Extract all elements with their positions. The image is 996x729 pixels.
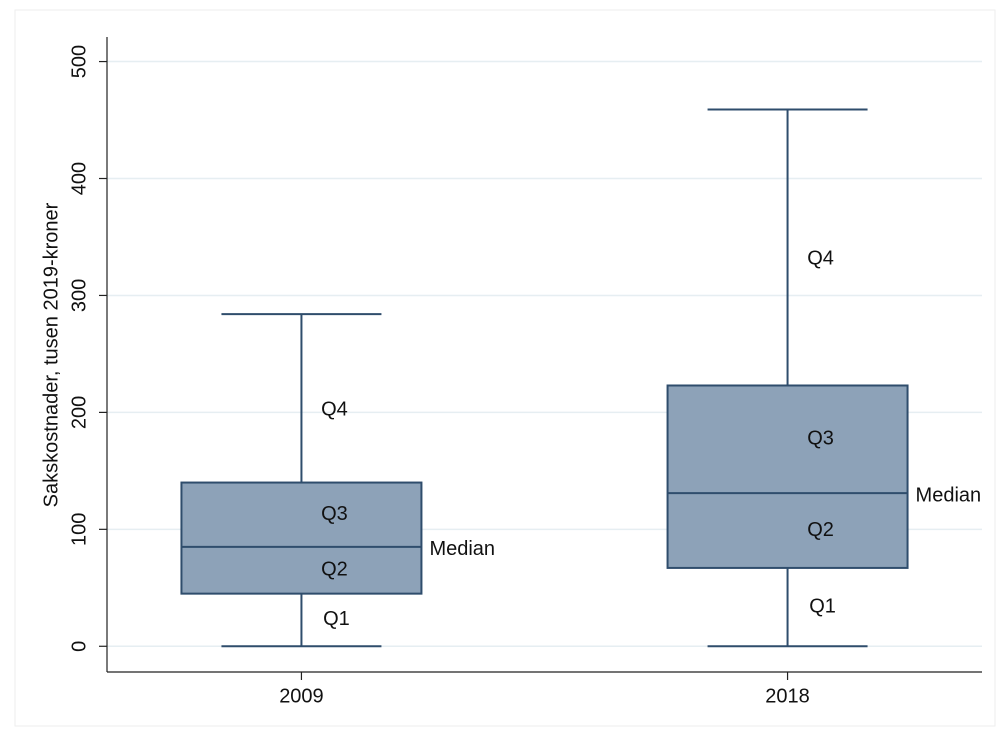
annotation: Median	[916, 484, 982, 506]
box	[180, 481, 423, 595]
annotation: Q3	[807, 428, 834, 450]
annotation: Q4	[321, 398, 348, 420]
y-tick-label: 500	[68, 45, 90, 78]
annotation: Q1	[809, 595, 836, 617]
y-tick-label: 0	[68, 641, 90, 652]
y-tick-label: 400	[68, 162, 90, 195]
box	[666, 384, 909, 569]
annotation: Median	[429, 538, 495, 560]
annotation: Q4	[807, 247, 834, 269]
annotation: Q2	[321, 559, 348, 581]
x-tick-label: 2009	[279, 685, 324, 707]
y-tick-label: 200	[68, 396, 90, 429]
y-tick-label: 100	[68, 513, 90, 546]
chart-frame	[14, 9, 996, 727]
annotation: Q3	[321, 503, 348, 525]
y-tick-label: 300	[68, 279, 90, 312]
y-axis-label: Sakskostnader, tusen 2019-kroner	[40, 202, 62, 507]
annotation: Q1	[323, 608, 350, 630]
annotation: Q2	[807, 519, 834, 541]
x-tick-label: 2018	[765, 685, 810, 707]
